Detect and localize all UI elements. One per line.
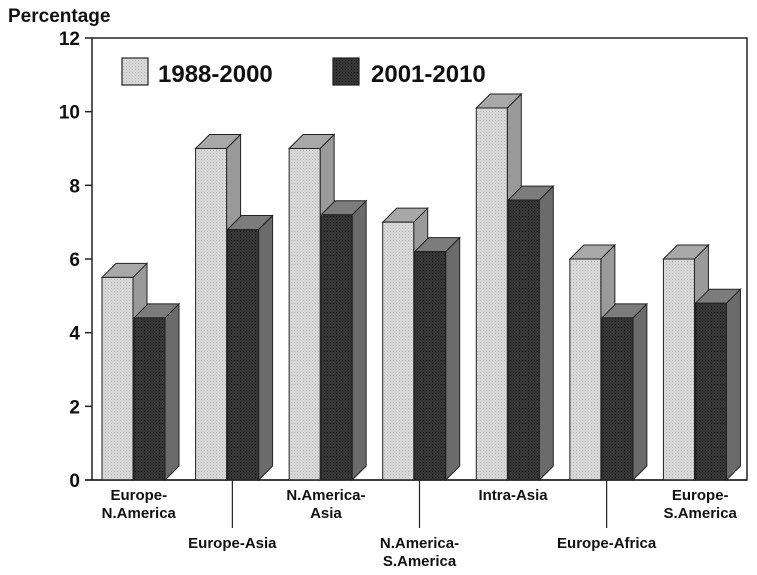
x-tick-label-3-0: N.America- [380,535,459,552]
bar-front [382,221,415,481]
x-tick-label-4-0: Intra-Asia [478,487,548,504]
y-tick-label-0: 0 [69,471,80,492]
legend: 1988-2000 2001-2010 [121,57,486,88]
y-tick-label-6: 12 [59,29,80,50]
bar-front [320,214,353,481]
bar-front [414,251,447,481]
x-tick-label-2-0: N.America- [286,487,365,504]
bar-front [475,107,508,481]
bar-front [133,317,166,481]
y-tick-label-3: 6 [69,250,80,271]
bar-side [258,214,274,482]
x-tick-label-0-1: N.America [102,505,177,522]
x-tick-label-2-1: Asia [310,505,342,522]
bar-side [725,287,741,482]
bars-group [100,92,742,482]
bar-front [662,258,695,481]
bar-front [288,148,321,481]
x-axis: Europe-N.AmericaEurope-AsiaN.America-Asi… [85,479,747,570]
y-tick-label-5: 10 [59,103,80,124]
x-tick-label-0-0: Europe- [110,487,167,504]
bar-2-5 [600,302,649,482]
bar-front [601,317,634,481]
x-tick-label-5-0: Europe-Africa [557,535,657,552]
y-axis-label: Percentage [8,6,110,27]
x-tick-label-3-1: S.America [383,553,457,570]
y-tick-label-4: 8 [69,176,80,197]
bar-2-3 [413,236,461,482]
bar-front [195,148,228,481]
legend-label-series-1: 1988-2000 [158,61,273,88]
bar-front [694,302,727,481]
bar-2-6 [694,287,742,482]
legend-swatch-series-1 [121,57,149,86]
x-tick-label-6-0: Europe- [672,487,729,504]
x-tick-label-1-0: Europe-Asia [188,535,277,552]
bar-front [227,229,260,481]
bar-front [569,258,602,481]
bar-side [538,184,554,482]
y-axis: 0 2 4 6 8 10 12 [59,29,92,492]
bar-side [632,302,648,482]
x-tick-label-6-1: S.America [664,505,738,522]
bar-2-0 [132,302,181,482]
bar-front [101,276,134,481]
legend-label-series-2: 2001-2010 [371,61,486,88]
bar-side [164,302,180,482]
legend-swatch-series-2 [332,57,360,86]
bar-2-1 [226,214,274,482]
bar-2-2 [319,199,368,482]
y-tick-label-1: 2 [69,397,80,418]
bar-side [445,236,461,482]
bar-side [351,199,367,482]
bar-front [507,199,540,481]
y-tick-label-2: 4 [69,324,80,345]
bar-2-4 [507,184,555,482]
